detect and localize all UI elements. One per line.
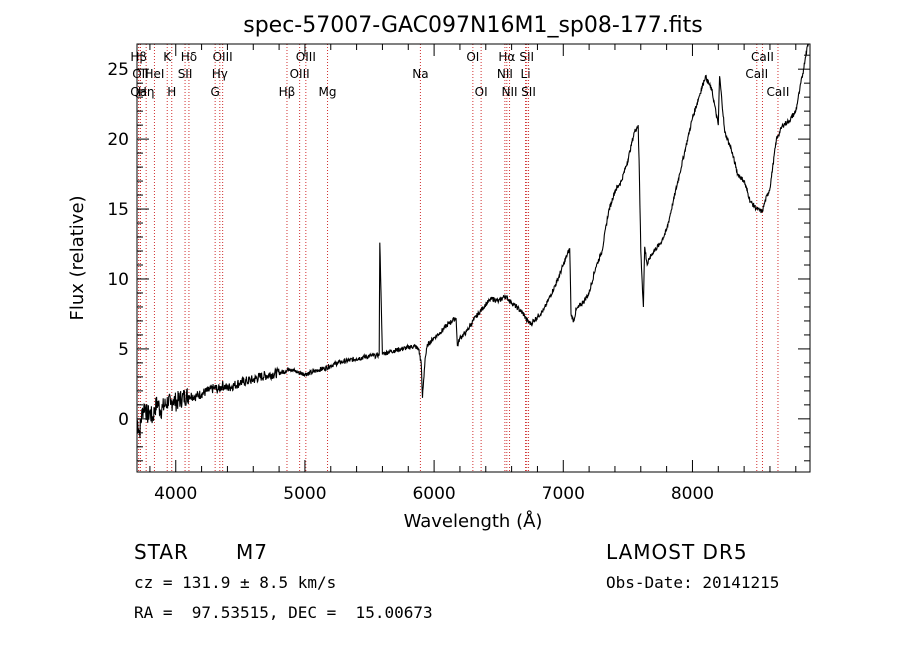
x-tick-label: 6000	[412, 484, 455, 504]
redshift-velocity: cz = 131.9 ± 8.5 km/s	[134, 573, 337, 592]
line-marker-label: H	[167, 85, 176, 99]
line-marker-label: Hη	[138, 85, 155, 99]
x-tick-label: 4000	[154, 484, 197, 504]
y-axis-label: Flux (relative)	[67, 195, 88, 320]
line-marker-label: Hδ	[181, 50, 197, 64]
line-marker-label: Hβ	[279, 85, 296, 99]
line-marker-label: SII	[519, 50, 534, 64]
spectrum-line	[136, 43, 809, 439]
line-marker-label: Na	[412, 67, 428, 81]
line-marker-label: OII	[132, 67, 149, 81]
line-marker-label: SII	[178, 67, 193, 81]
line-marker-label: OI	[475, 85, 488, 99]
line-marker-label: CaII	[745, 67, 768, 81]
line-marker-label: SII	[521, 85, 536, 99]
line-marker-label: OI	[466, 50, 479, 64]
survey-name: LAMOST DR5	[606, 540, 748, 564]
y-tick-label: 20	[107, 130, 129, 150]
line-marker-label: K	[163, 50, 172, 64]
line-marker-label: Mg	[319, 85, 337, 99]
x-tick-label: 7000	[542, 484, 585, 504]
line-marker-label: NII	[497, 67, 513, 81]
line-marker-label: Hα	[498, 50, 515, 64]
line-marker-label: G	[210, 85, 219, 99]
line-marker-label: CaII	[767, 85, 790, 99]
line-marker-label: HeI	[144, 67, 164, 81]
y-tick-label: 0	[118, 410, 129, 430]
line-marker-label: OIII	[296, 50, 316, 64]
line-marker-label: OIII	[290, 67, 310, 81]
object-class: STAR	[134, 540, 189, 564]
y-tick-label: 25	[107, 60, 129, 80]
line-marker-label: Li	[521, 67, 531, 81]
x-axis: 4000 5000 6000 7000 8000	[149, 44, 797, 504]
x-axis-label: Wavelength (Å)	[404, 510, 543, 532]
line-marker-label: Hγ	[212, 67, 228, 81]
line-marker-label: NII	[502, 85, 518, 99]
chart-title: spec-57007-GAC097N16M1_sp08-177.fits	[243, 13, 703, 38]
y-axis: 0 5 10 15 20 25	[107, 54, 810, 462]
line-marker-label: CaII	[751, 50, 774, 64]
y-tick-label: 5	[118, 340, 129, 360]
x-tick-label: 8000	[671, 484, 714, 504]
y-tick-label: 15	[107, 200, 129, 220]
y-tick-label: 10	[107, 270, 129, 290]
plot-frame	[136, 43, 811, 473]
x-tick-label: 5000	[283, 484, 326, 504]
object-subclass: M7	[236, 540, 268, 564]
coordinates: RA = 97.53515, DEC = 15.00673	[134, 603, 433, 622]
observation-date: Obs-Date: 20141215	[606, 573, 780, 592]
spectrum-series	[136, 43, 809, 439]
line-marker-label: OIII	[213, 50, 233, 64]
line-marker-label: Qa	[130, 85, 147, 99]
